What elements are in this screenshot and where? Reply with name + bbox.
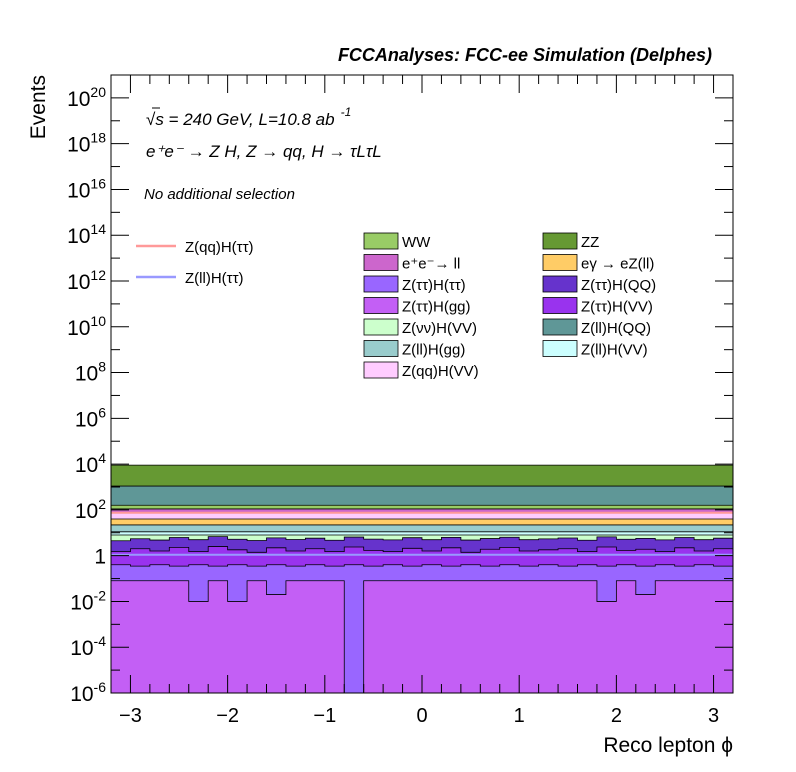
chart-title: FCCAnalyses: FCC-ee Simulation (Delphes) [338, 45, 712, 65]
stacked-histograms [110, 464, 734, 694]
legend-box-swatch [542, 275, 578, 293]
legend-box-swatch [363, 297, 399, 314]
legend-box-label: Z(ll)H(VV) [581, 342, 648, 359]
legend-box-label: Z(ll)H(QQ) [581, 320, 651, 337]
y-tick-label: 1012 [67, 267, 106, 294]
legend-box-label: ZZ [581, 234, 599, 251]
legend-box-label: Z(ll)H(gg) [402, 342, 465, 359]
y-tick-label: 1020 [67, 84, 106, 111]
legend-box-swatch [363, 254, 399, 271]
x-tick-label: −1 [313, 705, 336, 727]
energy-lumi-label: √s = 240 GeV, L=10.8 ab -1 [146, 105, 351, 129]
legend-box-label: Z(ττ)H(QQ) [581, 277, 656, 294]
x-tick-label: 1 [514, 705, 525, 727]
y-tick-label: 10-6 [70, 679, 106, 706]
x-axis-ticks: −3 −2 −1 0 1 2 3 [110, 75, 734, 727]
legend-box-swatch [542, 232, 578, 250]
x-tick-label: −2 [216, 705, 239, 727]
process-label: e⁺e⁻ → Z H, Z → qq, H → τLτL [146, 142, 382, 161]
x-tick-label: −3 [119, 705, 142, 727]
y-tick-label: 104 [75, 450, 106, 477]
legend-line-label: Z(ll)H(ττ) [185, 270, 244, 287]
signal-lines [111, 511, 733, 556]
legend-box-swatch [363, 232, 399, 250]
legend: Z(qq)H(ττ) Z(ll)H(ττ) WW e⁺e⁻→ ll Z(ττ)H(ττ)… [136, 232, 656, 380]
y-tick-label: 1014 [67, 221, 106, 248]
y-tick-label: 108 [75, 359, 106, 386]
legend-box-swatch [542, 254, 578, 271]
y-tick-label: 102 [75, 496, 106, 523]
x-tick-label: 3 [708, 705, 719, 727]
y-tick-label: 10-2 [70, 587, 106, 614]
legend-box-label: WW [402, 234, 431, 251]
legend-box-label: Z(ττ)H(gg) [402, 299, 471, 316]
legend-box-label: e⁺e⁻→ ll [402, 256, 460, 273]
legend-box-label: Z(νν)H(VV) [402, 320, 477, 337]
stack-z-h-gg [110, 580, 734, 694]
legend-box-label: Z(qq)H(VV) [402, 363, 479, 380]
x-tick-label: 0 [416, 705, 427, 727]
y-tick-label: 1018 [67, 130, 106, 157]
legend-box-swatch [542, 318, 578, 336]
selection-label: No additional selection [144, 186, 295, 203]
y-tick-label: 1016 [67, 175, 106, 202]
y-tick-label: 1010 [67, 313, 106, 340]
y-tick-label: 106 [75, 404, 106, 431]
legend-box-swatch [363, 340, 399, 357]
y-axis-ticks: 10-6 10-4 10-2 1 102 104 106 108 1010 1012 1014 101… [67, 74, 733, 706]
x-tick-label: 2 [611, 705, 622, 727]
legend-box-swatch [363, 318, 399, 336]
y-tick-label: 10-4 [70, 633, 106, 660]
legend-box-swatch [363, 361, 399, 379]
legend-box-swatch [363, 275, 399, 293]
legend-line-label: Z(qq)H(ττ) [185, 239, 254, 256]
legend-box-swatch [542, 340, 578, 357]
x-axis-label: Reco lepton ϕ [603, 734, 733, 757]
legend-box-label: eγ → eZ(ll) [581, 256, 654, 273]
y-tick-label: 1 [94, 546, 106, 569]
legend-box-swatch [542, 297, 578, 314]
legend-box-label: Z(ττ)H(VV) [581, 299, 653, 316]
legend-box-label: Z(ττ)H(ττ) [402, 277, 466, 294]
y-axis-label: Events [27, 75, 50, 139]
